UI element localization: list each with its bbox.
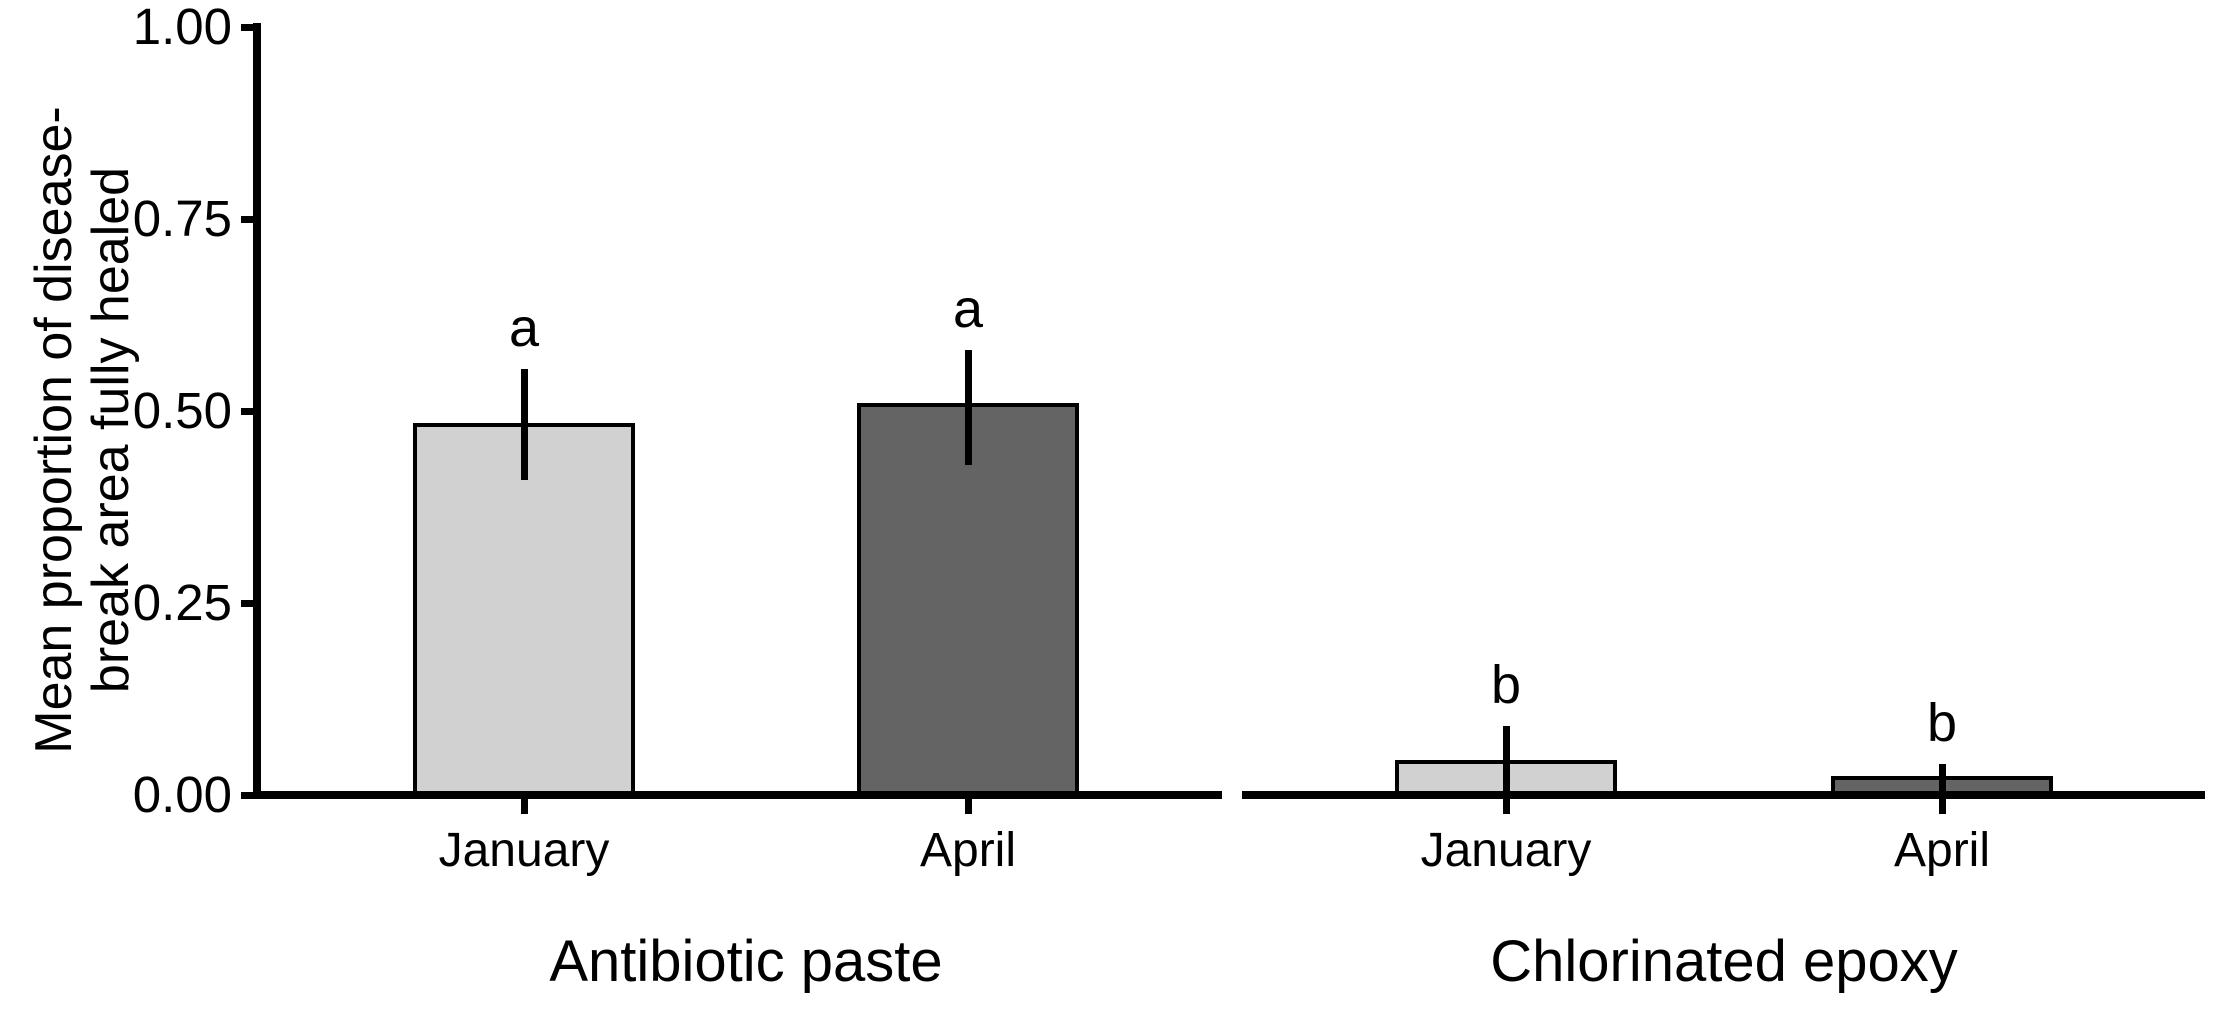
sig-letter: b (1926, 693, 1958, 753)
facet-label: Chlorinated epoxy (1490, 929, 1958, 994)
y-tick (241, 600, 258, 607)
error-bar (521, 369, 528, 480)
bar (857, 403, 1079, 799)
x-tick-label: January (1420, 824, 1592, 877)
y-tick (241, 792, 258, 799)
y-tick (241, 408, 258, 415)
error-bar (1939, 764, 1946, 814)
y-tick-label: 0.75 (132, 190, 232, 247)
x-tick (1939, 795, 1946, 814)
y-tick (241, 24, 258, 31)
facet-label: Antibiotic paste (549, 929, 943, 994)
x-tick-label: April (919, 824, 1017, 877)
x-tick (521, 795, 528, 814)
y-tick (241, 216, 258, 223)
bar (413, 423, 635, 799)
sig-letter: a (952, 279, 984, 339)
x-tick (1503, 795, 1510, 814)
y-tick-label: 1.00 (132, 0, 232, 55)
sig-letter: a (508, 298, 540, 358)
error-bar (1503, 726, 1510, 810)
error-bar (965, 350, 972, 465)
y-tick-label: 0.50 (132, 382, 232, 439)
y-tick-label: 0.00 (132, 766, 232, 823)
x-tick (965, 795, 972, 814)
x-tick-label: April (1893, 824, 1991, 877)
y-tick-label: 0.25 (132, 574, 232, 631)
x-axis-line (253, 791, 1222, 799)
sig-letter: b (1490, 655, 1522, 715)
x-tick-label: January (438, 824, 610, 877)
x-axis-line (1242, 791, 2205, 799)
